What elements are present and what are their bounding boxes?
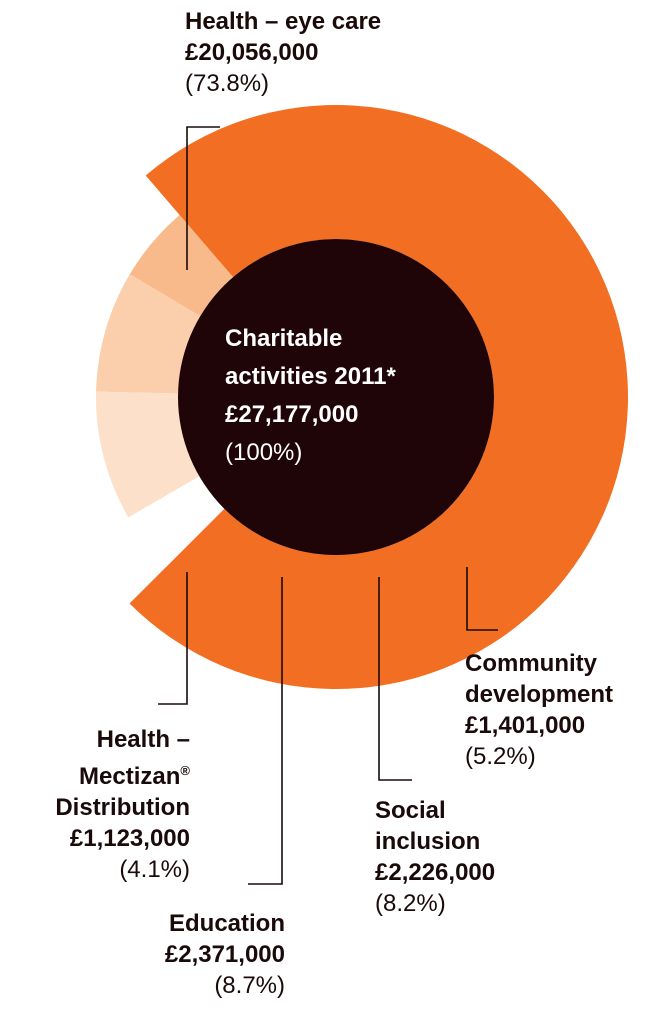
registered-mark: ® [180,763,190,778]
center-title-line-2: activities 2011* [225,363,396,390]
label-social: Social inclusion £2,226,000 (8.2%) [375,795,495,919]
leader-community [466,567,498,631]
leader-mectizan [158,572,188,705]
leader-education [248,577,283,885]
label-social-name-2: inclusion [375,828,481,855]
center-label: Charitable activities 2011* £27,177,000 … [225,320,396,472]
label-eye-care: Health – eye care £20,056,000 (73.8%) [185,6,381,99]
label-education: Education £2,371,000 (8.7%) [165,908,285,1001]
label-eye-care-name: Health – eye care [185,8,382,35]
label-eye-care-percent: (73.8%) [185,70,270,97]
label-social-name-1: Social [375,797,446,824]
label-mectizan-name-2: Mectizan [79,763,181,790]
label-mectizan-name-3: Distribution [55,794,190,821]
center-disc [178,239,494,555]
slice-community [129,214,234,317]
leader-eye-care [186,126,220,270]
label-mectizan-name-2-row: Mectizan® [55,755,190,792]
label-mectizan-name-1: Health – [96,726,190,753]
label-eye-care-amount: £20,056,000 [185,39,319,66]
center-total: £27,177,000 [225,401,359,428]
slice-social [96,274,201,394]
slice-mectizan [128,476,225,567]
label-community-amount: £1,401,000 [465,712,586,739]
label-mectizan-percent: (4.1%) [119,856,190,883]
slice-education [96,391,200,518]
label-mectizan-amount: £1,123,000 [69,825,190,852]
leader-social [378,577,412,781]
label-mectizan: Health – Mectizan® Distribution £1,123,0… [55,724,190,885]
label-social-amount: £2,226,000 [375,859,496,886]
label-community-percent: (5.2%) [465,743,536,770]
label-community-name-1: Community [465,650,597,677]
center-percent: (100%) [225,439,303,466]
label-community-name-2: development [465,681,614,708]
center-title-line-1: Charitable [225,325,343,352]
label-education-name: Education [168,910,285,937]
slice-eye [129,104,629,689]
label-education-amount: £2,371,000 [164,941,285,968]
label-social-percent: (8.2%) [375,890,446,917]
label-education-percent: (8.7%) [214,972,285,999]
label-community: Community development £1,401,000 (5.2%) [465,648,613,772]
